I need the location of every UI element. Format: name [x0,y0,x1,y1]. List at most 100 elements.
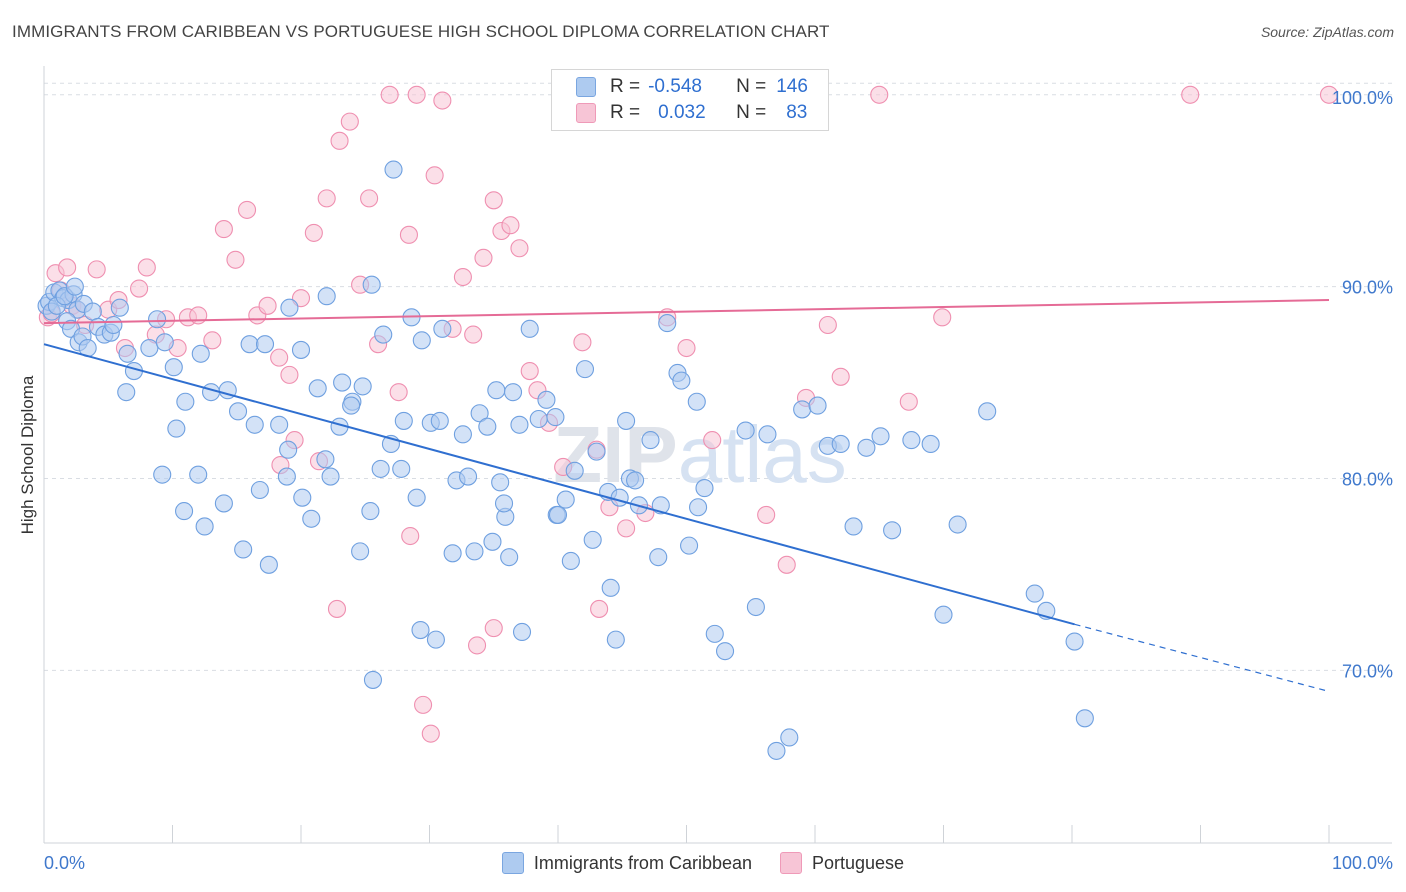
portuguese-point [258,296,277,315]
caribbean-point [411,620,430,640]
caribbean-point [902,431,921,450]
caribbean-point [626,471,645,490]
y-tick-label: 100.0% [1332,88,1393,108]
caribbean-point [844,517,863,536]
correlation-legend: R = -0.548 N = 146 R = 0.032 N = 83 [551,69,829,131]
caribbean-point [308,379,327,398]
portuguese-point [380,85,399,104]
y-tick-label: 80.0% [1342,469,1393,489]
caribbean-point [565,461,584,480]
portuguese-point [130,279,149,298]
legend-item-caribbean[interactable]: Immigrants from Caribbean [501,852,752,874]
caribbean-point [758,425,777,444]
caribbean-swatch [576,77,596,97]
caribbean-point [279,440,298,459]
portuguese-point [214,220,233,239]
caribbean-point [500,548,519,567]
portuguese-point [58,258,77,277]
caribbean-point [610,488,629,507]
caribbean-point [583,530,602,549]
caribbean-point [240,335,259,354]
legend-item-portuguese[interactable]: Portuguese [780,852,904,874]
portuguese-swatch [780,852,802,874]
portuguese-point [327,599,347,618]
caribbean-point [65,277,84,296]
caribbean-point [148,310,167,329]
caribbean-point [317,287,336,306]
caribbean-point [110,298,129,317]
portuguese-point [617,519,636,538]
portuguese-point [304,223,323,242]
portuguese-point [137,258,156,277]
caribbean-point [228,402,248,421]
r-label: R = [610,76,641,97]
caribbean-point [617,411,636,430]
r-label: R = [610,102,641,123]
caribbean-point [793,400,812,419]
caribbean-point [512,622,532,642]
caribbean-point [384,160,403,179]
trend-lines [43,299,1330,693]
caribbean-point [118,344,137,363]
portuguese-point [399,225,418,244]
caribbean-point [529,409,548,429]
x-tick-label: 100.0% [1332,853,1393,873]
portuguese-point [677,338,696,358]
caribbean-point [433,319,452,338]
portuguese-trend-line [43,299,1330,325]
caribbean-point [117,383,136,402]
caribbean-point [921,434,940,453]
caribbean-point [1065,632,1084,651]
watermark-zip: ZIP [553,410,677,499]
legend-row-caribbean: R = -0.548 N = 146 [576,74,808,100]
caribbean-point [302,509,321,528]
grid-lines [44,82,1392,671]
caribbean-point [362,275,381,294]
caribbean-points [37,160,1094,760]
portuguese-point [237,200,257,219]
portuguese-point [831,367,850,386]
caribbean-point [520,319,539,338]
caribbean-point [191,344,210,363]
caribbean-point [353,377,372,396]
caribbean-point [871,427,890,446]
caribbean-point [487,381,506,400]
caribbean-point [948,515,967,534]
caribbean-point [371,459,390,478]
caribbean-point [189,465,208,484]
x-tick-label: 0.0% [44,853,85,873]
source-label: Source: ZipAtlas.com [1260,24,1394,40]
caribbean-point [587,442,606,461]
caribbean-point [321,467,340,486]
caribbean-point [494,494,514,513]
n-label: N = [736,102,767,123]
portuguese-point [414,695,433,714]
portuguese-point [933,308,952,327]
caribbean-point [470,404,489,423]
caribbean-point [651,496,670,515]
legend-label-portuguese: Portuguese [812,852,905,873]
caribbean-point [443,544,462,563]
caribbean-point [548,505,568,524]
caribbean-point [104,315,123,335]
caribbean-trend-line [43,343,1075,626]
portuguese-point [330,131,349,150]
caribbean-point [153,465,172,484]
portuguese-point [484,191,503,210]
caribbean-point [426,630,445,649]
n-value: 146 [776,76,808,97]
caribbean-point [831,434,850,453]
portuguese-point [573,333,592,352]
caribbean-swatch [501,852,524,874]
caribbean-point [342,396,361,415]
caribbean-point [978,402,997,421]
portuguese-point [464,325,483,344]
portuguese-point [226,250,245,269]
portuguese-point [270,348,289,367]
y-axis-label: High School Diploma [18,375,37,534]
caribbean-point [176,392,195,411]
portuguese-point [510,239,529,258]
caribbean-point [412,331,431,350]
r-value: -0.548 [648,76,702,97]
caribbean-point [83,302,102,321]
